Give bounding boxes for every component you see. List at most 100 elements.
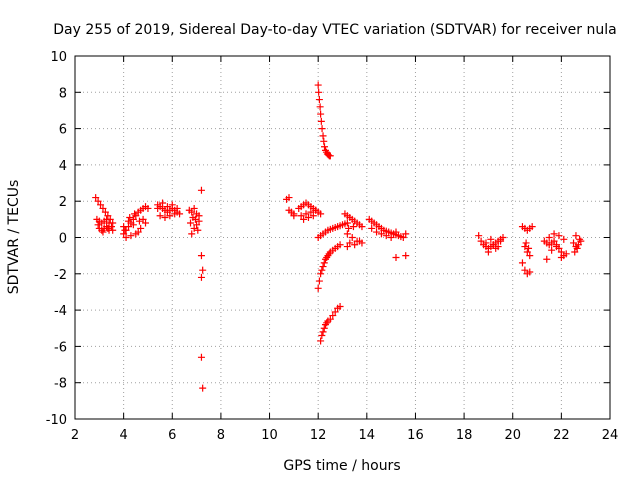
data-point bbox=[320, 324, 328, 332]
data-point bbox=[168, 201, 176, 209]
data-point bbox=[101, 208, 109, 216]
data-point bbox=[109, 226, 117, 234]
data-point bbox=[521, 266, 529, 274]
data-point bbox=[103, 215, 111, 223]
x-axis-label: GPS time / hours bbox=[283, 458, 400, 474]
data-point bbox=[489, 241, 497, 249]
data-point bbox=[194, 226, 202, 234]
data-point bbox=[571, 248, 579, 256]
data-point bbox=[317, 117, 325, 125]
data-point bbox=[163, 203, 171, 211]
data-point bbox=[528, 223, 536, 231]
data-point bbox=[315, 96, 323, 104]
data-point bbox=[319, 132, 327, 140]
data-point bbox=[122, 234, 130, 241]
data-point bbox=[92, 194, 100, 202]
data-point bbox=[314, 284, 322, 292]
x-tick-label: 6 bbox=[168, 428, 176, 443]
data-point bbox=[343, 219, 351, 227]
data-point bbox=[346, 239, 354, 247]
data-point bbox=[522, 239, 530, 247]
y-tick-label: 6 bbox=[59, 123, 67, 138]
data-point bbox=[314, 81, 322, 89]
data-point bbox=[343, 230, 351, 238]
data-point bbox=[402, 230, 410, 238]
data-point bbox=[329, 312, 337, 320]
data-point bbox=[320, 259, 328, 267]
x-tick-label: 10 bbox=[261, 428, 278, 443]
data-point bbox=[137, 224, 145, 232]
data-point bbox=[319, 328, 327, 336]
data-point bbox=[326, 315, 334, 323]
data-point bbox=[320, 137, 328, 145]
chart-title: Day 255 of 2019, Sidereal Day-to-day VTE… bbox=[53, 22, 616, 38]
data-point bbox=[550, 237, 558, 245]
data-point bbox=[307, 208, 315, 216]
data-point bbox=[197, 353, 205, 361]
data-point bbox=[318, 125, 326, 133]
data-point bbox=[553, 243, 560, 251]
y-tick-label: 8 bbox=[59, 86, 67, 101]
data-point bbox=[129, 221, 137, 229]
data-point bbox=[142, 219, 150, 227]
data-point bbox=[126, 214, 134, 222]
data-point bbox=[104, 224, 112, 232]
data-point bbox=[139, 215, 147, 223]
data-point bbox=[399, 234, 407, 241]
data-point bbox=[166, 212, 174, 220]
data-point bbox=[134, 228, 142, 236]
data-point bbox=[197, 252, 205, 260]
data-point bbox=[94, 197, 102, 205]
y-axis-label: SDTVAR / TECUs bbox=[6, 180, 22, 295]
x-tick-label: 16 bbox=[407, 428, 424, 443]
data-point bbox=[548, 246, 556, 254]
x-tick-label: 18 bbox=[456, 428, 473, 443]
data-point bbox=[345, 224, 353, 232]
data-point bbox=[526, 252, 534, 260]
data-point bbox=[351, 241, 359, 249]
y-tick-label: 10 bbox=[50, 50, 67, 65]
x-tick-label: 20 bbox=[504, 428, 521, 443]
x-tick-label: 14 bbox=[359, 428, 376, 443]
data-point bbox=[104, 212, 112, 220]
data-point bbox=[392, 253, 400, 261]
data-point bbox=[523, 248, 531, 256]
data-points bbox=[92, 81, 585, 392]
x-tick-label: 8 bbox=[217, 428, 225, 443]
data-point bbox=[525, 244, 533, 252]
data-point bbox=[318, 266, 326, 274]
x-tick-label: 2 bbox=[71, 428, 79, 443]
data-point bbox=[316, 103, 324, 111]
data-point bbox=[290, 210, 298, 218]
x-tick-label: 4 bbox=[119, 428, 127, 443]
data-point bbox=[309, 212, 317, 220]
data-point bbox=[120, 230, 128, 238]
data-point bbox=[349, 223, 357, 231]
data-point bbox=[193, 221, 201, 229]
x-tick-label: 24 bbox=[602, 428, 619, 443]
data-point bbox=[199, 266, 207, 274]
data-point bbox=[99, 228, 107, 236]
data-point bbox=[156, 212, 164, 220]
data-point bbox=[135, 217, 143, 225]
data-point bbox=[317, 210, 325, 218]
data-point bbox=[543, 255, 551, 263]
y-tick-label: 0 bbox=[59, 232, 67, 247]
data-point bbox=[190, 224, 198, 232]
y-tick-label: -6 bbox=[54, 340, 67, 355]
data-point bbox=[377, 230, 385, 238]
data-point bbox=[348, 234, 356, 241]
data-point bbox=[321, 143, 329, 151]
data-point bbox=[382, 232, 390, 240]
data-point bbox=[497, 237, 505, 245]
data-point bbox=[285, 194, 293, 202]
data-point bbox=[197, 186, 205, 194]
data-point bbox=[297, 212, 305, 220]
data-point bbox=[487, 235, 495, 243]
y-tick-label: -4 bbox=[54, 304, 67, 319]
data-point bbox=[560, 235, 568, 243]
data-point bbox=[518, 259, 526, 267]
data-point bbox=[159, 199, 167, 207]
data-point bbox=[482, 239, 490, 247]
